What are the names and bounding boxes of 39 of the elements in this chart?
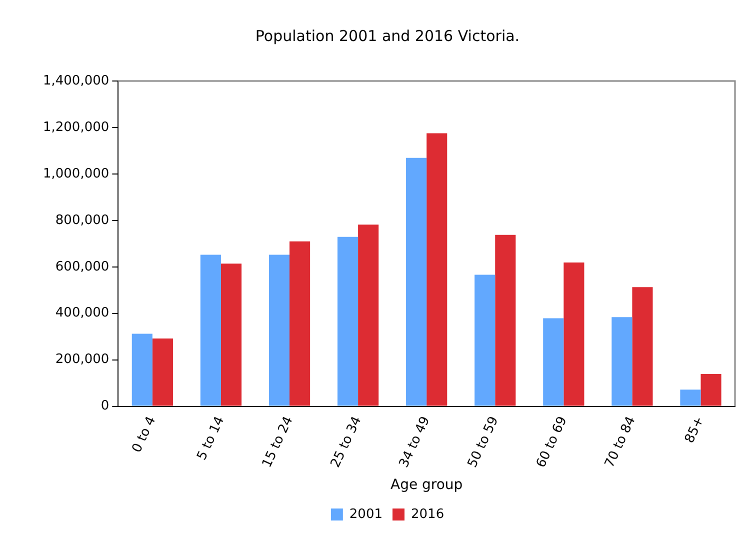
- legend-label: 2001: [349, 506, 383, 522]
- bar: [132, 334, 152, 406]
- x-tick-label: 25 to 34: [328, 414, 365, 470]
- bar: [543, 318, 564, 406]
- x-axis-title: Age group: [390, 477, 463, 494]
- bar: [474, 274, 496, 406]
- x-tick-label: 85+: [682, 414, 708, 446]
- bar: [495, 234, 516, 406]
- x-tick-label: 50 to 59: [465, 414, 502, 470]
- y-tick-label: 1,400,000: [42, 73, 110, 88]
- y-tick-label: 400,000: [55, 306, 110, 321]
- bar: [337, 236, 358, 406]
- legend-label: 2016: [411, 506, 444, 522]
- bar: [680, 390, 701, 406]
- bar: [406, 158, 427, 406]
- y-tick-label: 1,000,000: [42, 166, 110, 182]
- bar: [220, 264, 242, 406]
- x-tick-label: 5 to 14: [194, 414, 228, 463]
- y-tick-label: 600,000: [55, 259, 110, 274]
- y-tick-label: 1,200,000: [42, 120, 110, 135]
- x-tick-label: 34 to 49: [396, 414, 434, 470]
- x-tick-label: 70 to 84: [602, 414, 639, 470]
- chart-title: Population 2001 and 2016 Victoria.: [255, 26, 520, 45]
- bar: [564, 262, 584, 406]
- bar: [700, 374, 722, 406]
- x-tick-label: 60 to 69: [534, 414, 570, 470]
- bar: [268, 254, 290, 406]
- y-tick-label: 0: [100, 398, 110, 414]
- bar: [632, 287, 653, 406]
- bar: [200, 254, 221, 406]
- bar: [426, 133, 448, 406]
- bar: [290, 241, 310, 406]
- x-tick-label: 15 to 24: [260, 414, 296, 470]
- bar: [612, 317, 632, 406]
- bar: [152, 338, 173, 406]
- x-tick-label: 0 to 4: [130, 414, 160, 456]
- bar: [358, 224, 379, 406]
- y-tick-label: 800,000: [55, 212, 110, 228]
- y-tick-label: 200,000: [55, 352, 110, 368]
